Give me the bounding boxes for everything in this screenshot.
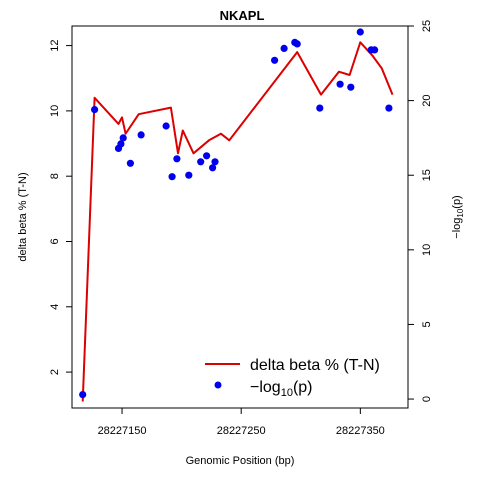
y-left-tick-label: 2	[49, 369, 61, 375]
log-p-point	[185, 171, 193, 179]
x-axis-label: Genomic Position (bp)	[186, 455, 295, 467]
y-right-tick-label: 25	[421, 20, 433, 32]
y-left-axis: 2 4 6 8 10 12	[49, 39, 72, 375]
y-left-tick-label: 12	[49, 39, 61, 51]
log-p-point	[293, 40, 301, 48]
y-right-tick-label: 5	[421, 321, 433, 327]
legend: delta beta % (T-N) −log10(p)	[205, 357, 380, 399]
legend-label-delta-beta: delta beta % (T-N)	[250, 357, 380, 374]
x-tick-label: 28227350	[336, 425, 385, 437]
y-right-tick-label: 20	[421, 94, 433, 106]
log-p-point	[117, 140, 125, 148]
log-p-point	[211, 158, 219, 166]
log-p-point	[91, 106, 99, 114]
chart-title: NKAPL	[220, 8, 265, 23]
log-p-point	[316, 104, 324, 112]
legend-label-log-p: −log10(p)	[250, 379, 313, 399]
x-axis: 28227150 28227250 28227350	[98, 408, 385, 437]
x-tick-label: 28227250	[217, 425, 266, 437]
log-p-point	[126, 159, 134, 167]
plot-frame	[71, 25, 409, 409]
log-p-point	[79, 391, 87, 399]
x-tick-label: 28227150	[98, 425, 147, 437]
y-right-tick-label: 0	[421, 396, 433, 402]
log-p-point	[209, 164, 217, 172]
y-right-axis-label: −log10(p)	[451, 195, 465, 238]
log-p-point	[356, 28, 364, 36]
log-p-point	[197, 158, 205, 166]
log-p-point	[271, 56, 279, 64]
log-p-point	[168, 173, 176, 181]
y-left-tick-label: 8	[49, 173, 61, 179]
delta-beta-line	[81, 41, 394, 402]
log-p-point	[173, 155, 181, 163]
y-right-tick-label: 10	[421, 244, 433, 256]
log-p-point	[371, 46, 379, 54]
log-p-point	[280, 44, 288, 53]
y-left-tick-label: 6	[49, 238, 61, 244]
legend-point-swatch	[214, 381, 222, 389]
log-p-point	[385, 104, 393, 112]
y-left-axis-label: delta beta % (T-N)	[17, 172, 29, 261]
y-right-axis: 0 5 10 15 20 25	[408, 20, 433, 402]
y-left-tick-label: 4	[49, 304, 61, 310]
y-right-tick-label: 15	[421, 169, 433, 181]
plot-area	[79, 28, 394, 402]
log-p-point	[137, 131, 145, 139]
log-p-point	[119, 134, 127, 142]
y-left-tick-label: 10	[49, 105, 61, 117]
log-p-point	[347, 83, 355, 91]
log-p-point	[336, 80, 344, 88]
log-p-point	[203, 152, 211, 160]
log-p-point	[162, 122, 170, 130]
